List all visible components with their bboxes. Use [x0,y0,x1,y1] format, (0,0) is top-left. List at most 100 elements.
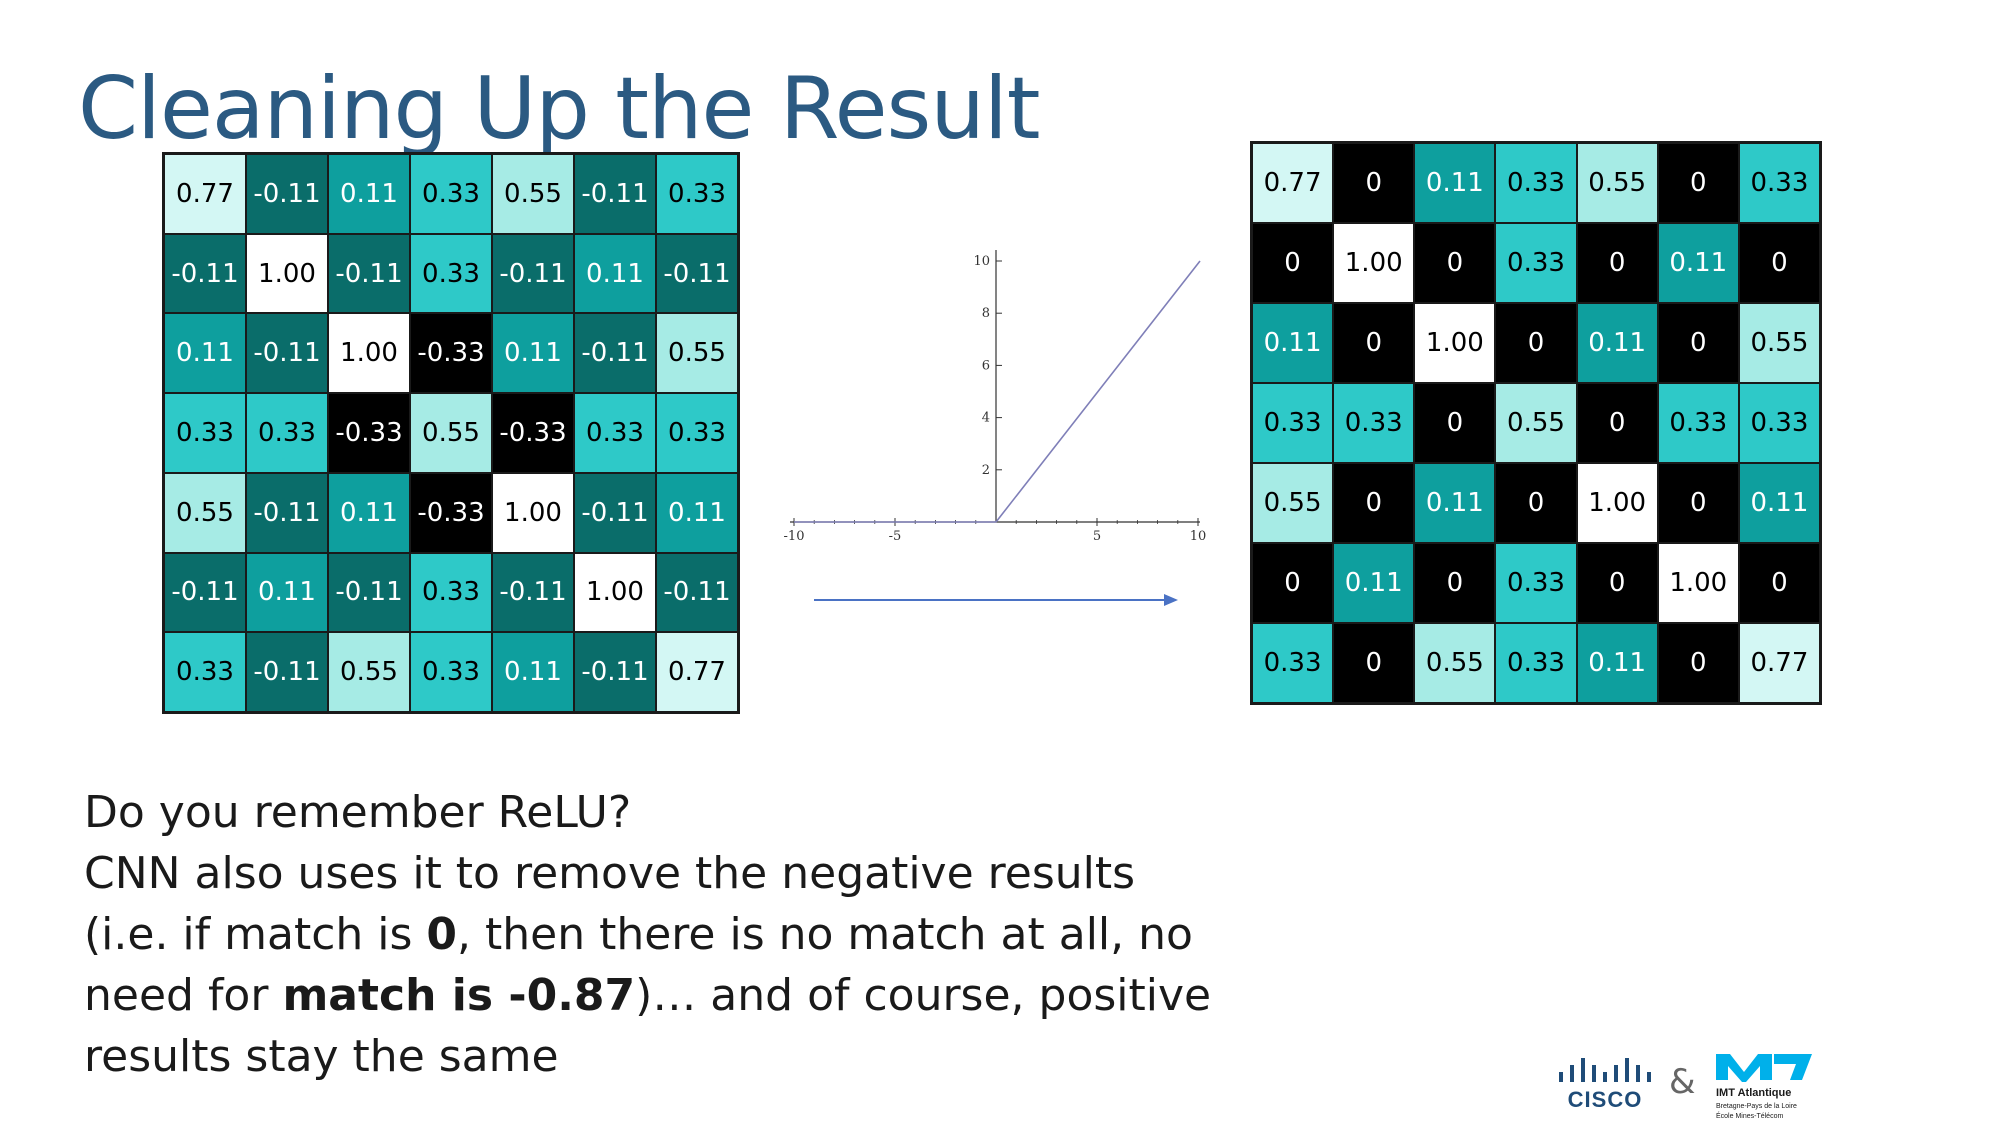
matrix-cell: 0.33 [1738,143,1820,223]
relu-y-tick-label: 8 [982,306,990,321]
matrix-cell: 0 [1252,223,1334,303]
matrix-cell: 0.33 [1495,543,1577,623]
matrix-cell: 0.33 [164,393,246,473]
matrix-cell: 0 [1576,223,1658,303]
matrix-cell: 0 [1657,623,1739,703]
transform-arrow [814,594,1178,606]
matrix-cell: -0.33 [410,313,492,394]
matrix-cell: 0.33 [1252,383,1334,463]
matrix-cell: -0.11 [574,632,656,712]
matrix-cell: 1.00 [1333,223,1415,303]
matrix-cell: 0.11 [1576,623,1658,703]
matrix-cell: 0 [1576,543,1658,623]
matrix-cell: 0.33 [164,632,246,712]
matrix-cell: 0.33 [1657,383,1739,463]
matrix-cell: 0 [1657,143,1739,223]
slide-title: Cleaning Up the Result [78,59,1040,159]
relu-y-tick-label: 4 [982,411,990,426]
matrix-cell: 0.33 [410,552,492,633]
matrix-cell: 0.55 [410,393,492,473]
matrix-cell: 0.11 [1252,303,1334,383]
feature-map-before-relu: 0.77 -0.11 0.11 0.33 0.55 -0.11 0.33 -0.11 1.00-… [162,152,740,714]
matrix-cell: 1.00 [1657,543,1739,623]
matrix-cell: -0.11 [246,154,328,234]
matrix-cell: -0.11 [656,552,738,633]
bold-negative-match: match is -0.87 [282,970,636,1021]
matrix-cell: 0.11 [492,313,574,394]
matrix-cell: 0 [1738,223,1820,303]
matrix-cell: 0.11 [656,472,738,553]
body-text: Do you remember ReLU? CNN also uses it t… [84,782,1224,1087]
matrix-cell: 0.11 [164,313,246,394]
matrix-cell: 0.55 [1738,303,1820,383]
relu-y-tick-label: 6 [982,358,990,373]
matrix-cell: 0.33 [410,233,492,314]
matrix-cell: 0 [1333,143,1415,223]
imt-name: IMT Atlantique [1716,1087,1791,1099]
relu-explanation: CNN also uses it to remove the negative … [84,848,1212,1082]
relu-x-tick-label: -10 [784,529,805,544]
matrix-cell: 0.33 [1252,623,1334,703]
matrix-cell: 0 [1414,543,1496,623]
matrix-cell: -0.33 [410,472,492,553]
matrix-cell: -0.11 [574,313,656,394]
matrix-cell: 0.11 [246,552,328,633]
matrix-cell: 0.11 [1576,303,1658,383]
matrix-cell: 0.77 [1252,143,1334,223]
matrix-cell: 0 [1738,543,1820,623]
matrix-cell: 0 [1414,223,1496,303]
matrix-cell: 0.55 [328,632,410,712]
matrix-cell: 0.77 [164,154,246,234]
matrix-cell: 0.11 [1738,463,1820,543]
relu-x-tick-label: -5 [889,529,902,544]
matrix-cell: 0.33 [410,632,492,712]
matrix-cell: -0.11 [246,472,328,553]
matrix-cell: 0.11 [1333,543,1415,623]
relu-plot: -10 -5 5 10 2 4 6 8 10 [784,250,1206,544]
matrix-cell: -0.11 [246,313,328,394]
matrix-cell: 0.55 [492,154,574,234]
matrix-cell: 0.11 [492,632,574,712]
matrix-cell: -0.11 [164,233,246,314]
matrix-cell: 0 [1495,463,1577,543]
matrix-cell: 0 [1576,383,1658,463]
imt-line2: École Mines-Télécom [1716,1111,1783,1120]
matrix-cell: -0.11 [574,472,656,553]
matrix-cell: 0 [1657,463,1739,543]
matrix-cell: -0.11 [656,233,738,314]
matrix-cell: -0.11 [246,632,328,712]
matrix-cell: 0.33 [1495,223,1577,303]
matrix-cell: 0.33 [1495,623,1577,703]
matrix-cell: 0 [1333,623,1415,703]
matrix-cell: 0 [1333,463,1415,543]
matrix-cell: 0.77 [656,632,738,712]
matrix-cell: 0.55 [1414,623,1496,703]
matrix-cell: -0.11 [164,552,246,633]
matrix-cell: 0.11 [1414,463,1496,543]
matrix-cell: 1.00 [1576,463,1658,543]
matrix-cell: 0.77 [1738,623,1820,703]
matrix-cell: 0.11 [1657,223,1739,303]
matrix-cell: 0.33 [1333,383,1415,463]
relu-y-tick-label: 10 [973,254,990,269]
matrix-cell: 1.00 [574,552,656,633]
matrix-cell: -0.11 [328,233,410,314]
cisco-logo: CISCO [1559,1058,1651,1112]
matrix-cell: 0.11 [574,233,656,314]
matrix-cell: -0.11 [492,552,574,633]
matrix-cell: -0.11 [492,233,574,314]
ampersand: & [1669,1062,1696,1102]
relu-question: Do you remember ReLU? [84,787,632,838]
matrix-cell: 1.00 [328,313,410,394]
cisco-wordmark: CISCO [1568,1087,1643,1112]
matrix-cell: 0.11 [328,154,410,234]
relu-positive-line [995,260,1201,523]
matrix-cell: 0.33 [1495,143,1577,223]
matrix-cell: 0.33 [410,154,492,234]
matrix-cell: -0.33 [492,393,574,473]
imt-atlantique-logo: IMT Atlantique Bretagne-Pays de la Loire… [1716,1054,1812,1120]
matrix-cell: 0 [1252,543,1334,623]
relu-x-tick-label: 5 [1093,529,1101,544]
matrix-cell: 0.33 [656,393,738,473]
matrix-cell: 0.11 [328,472,410,553]
